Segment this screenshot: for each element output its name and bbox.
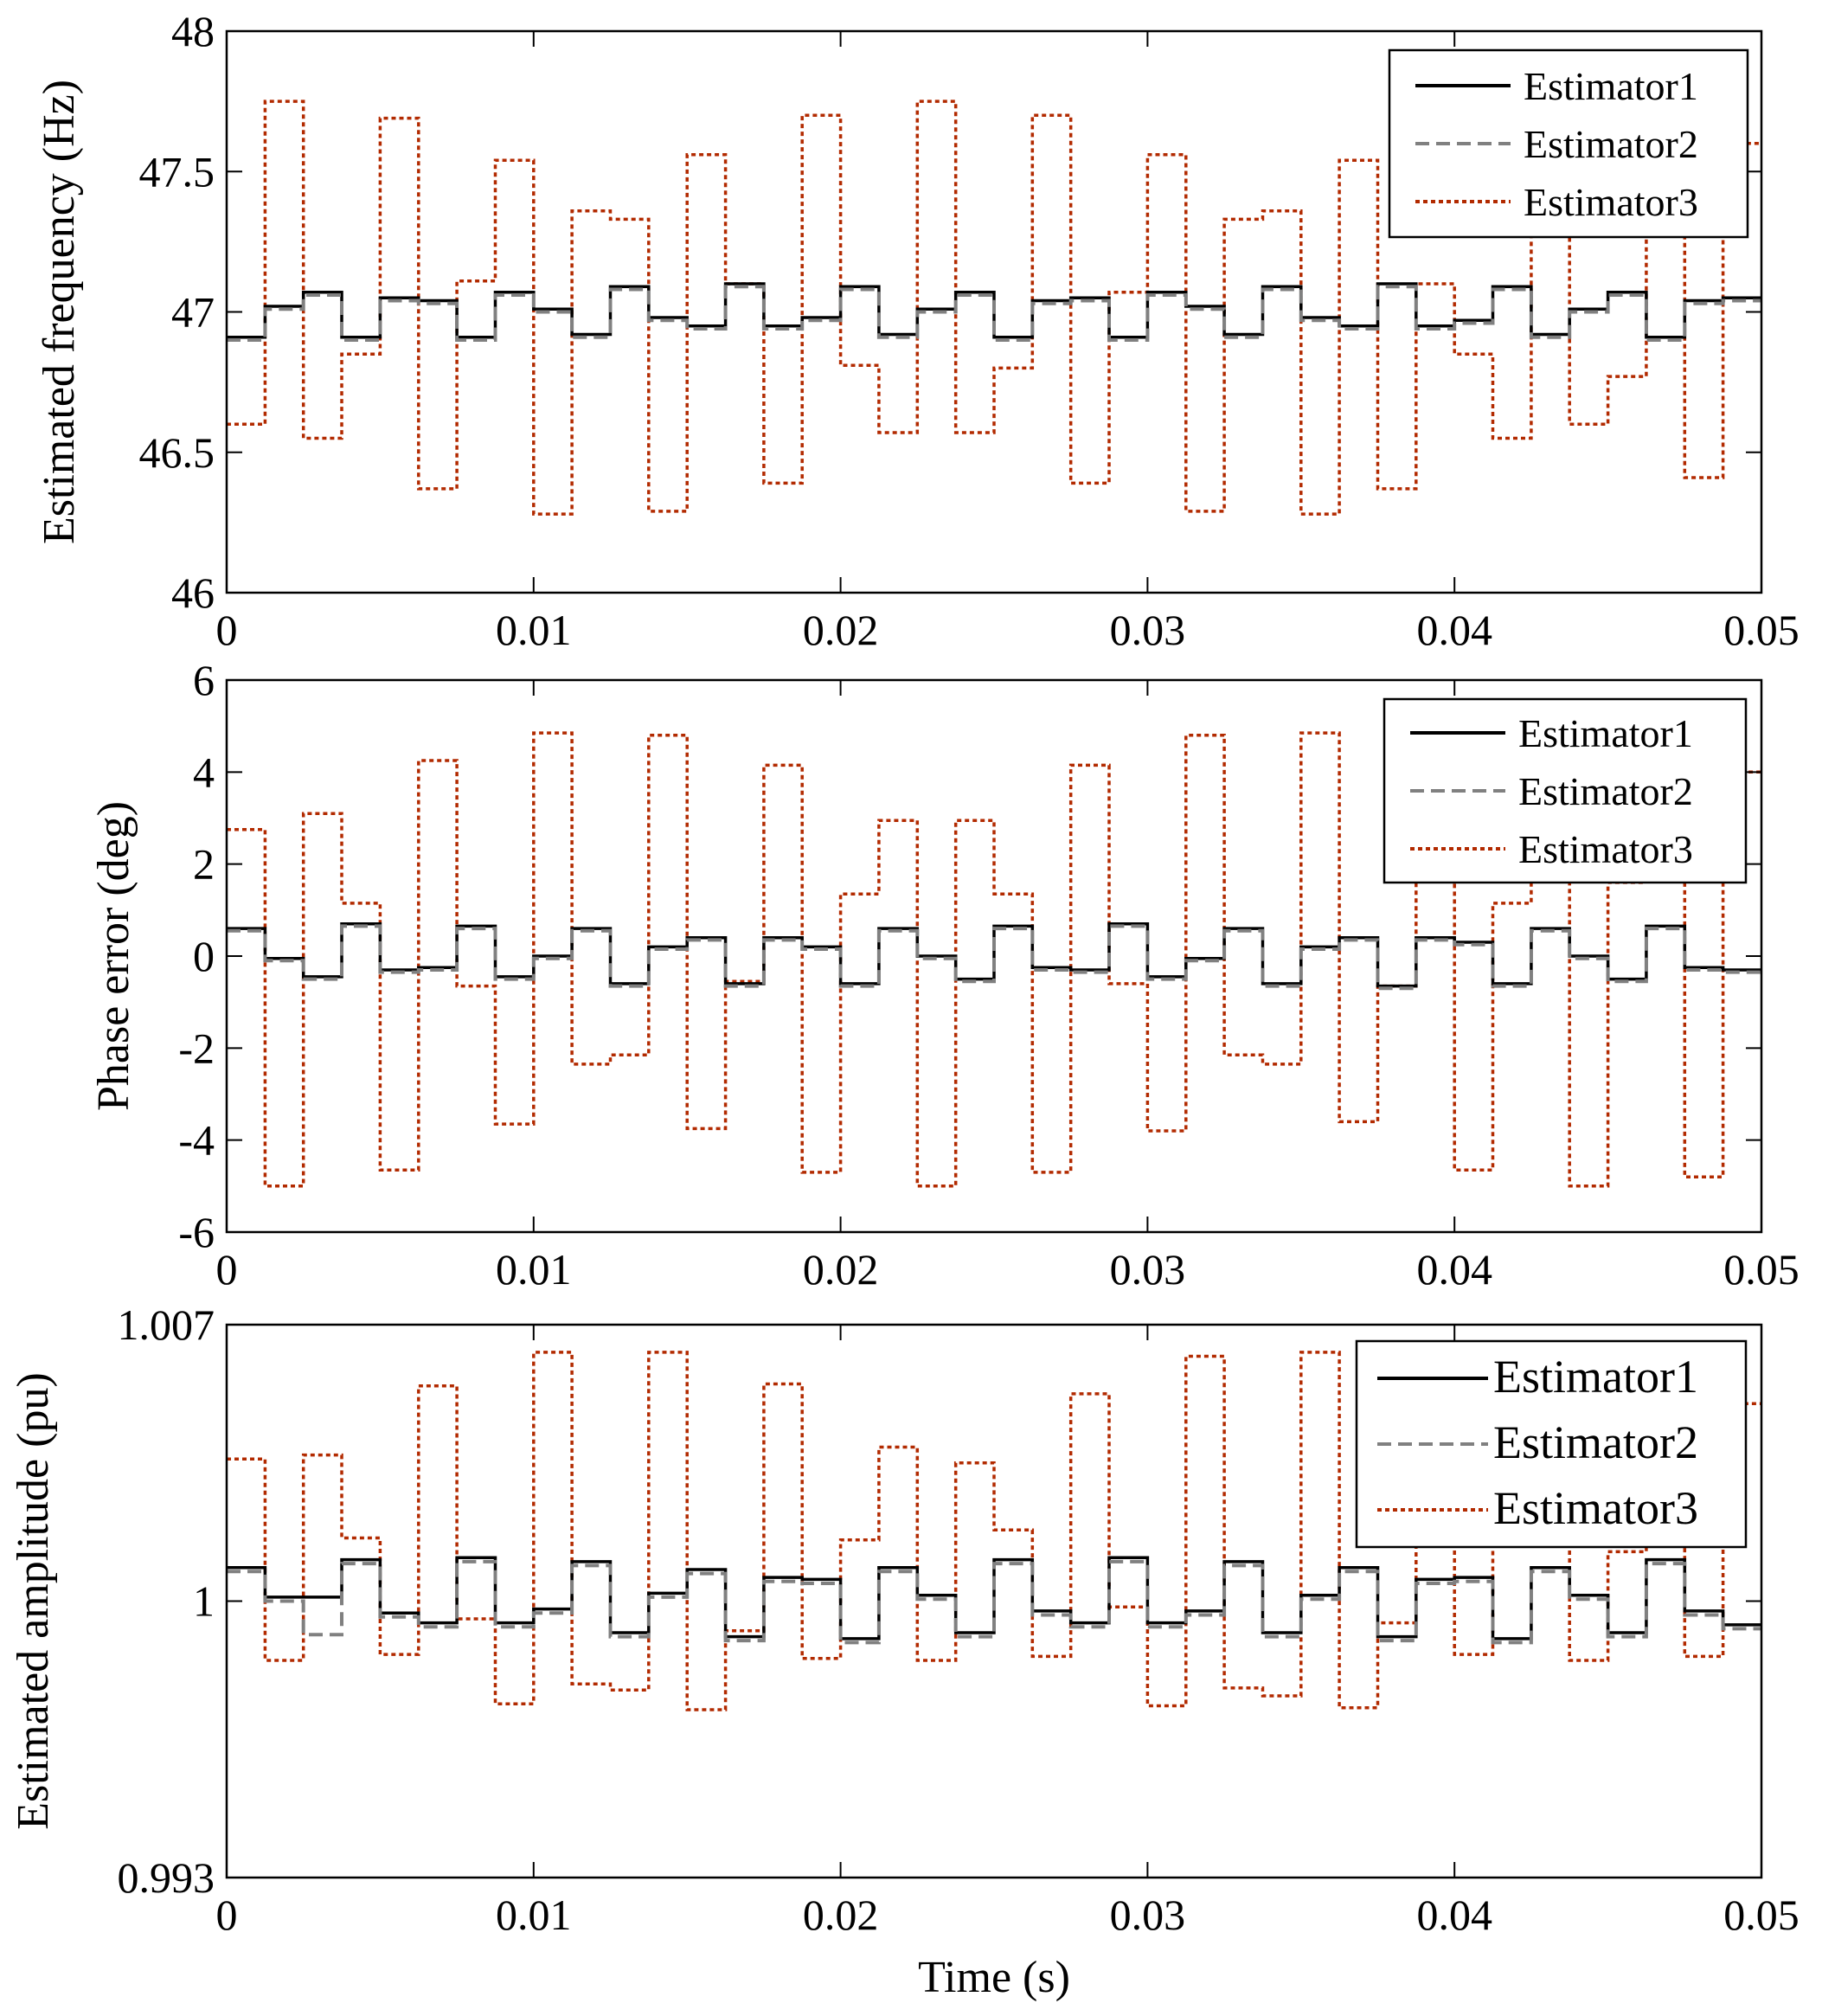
y-tick-label: 47.5 [139,147,215,196]
x-tick-label: 0.03 [1110,1245,1186,1294]
y-tick-label: 47 [171,288,215,337]
legend: Estimator1 Estimator2 Estimator3 [1388,48,1749,239]
y-axis-title: Estimated amplitude (pu) [9,1372,58,1830]
y-tick-label: 0.993 [118,1853,215,1902]
series-line-estimator3 [227,100,1761,516]
legend-label-estimator3: Estimator3 [1524,180,1698,224]
y-tick-label: 46 [171,568,215,617]
chart-panel-3: 0 0.01 0.02 0.03 0.04 0.05 0.993 1 1.007 Estimate… [9,1300,1800,2002]
x-tick-label: 0.05 [1723,1245,1800,1294]
legend-label-estimator2: Estimator2 [1524,122,1698,166]
y-tick-label: -4 [178,1116,215,1165]
legend-label-estimator3: Estimator3 [1518,827,1693,871]
y-tick-label: 1 [193,1577,215,1626]
legend-label-estimator1: Estimator1 [1518,711,1693,755]
legend-label-estimator2: Estimator2 [1518,769,1693,813]
y-tick-label: 0 [193,932,215,980]
x-tick-label: 0.02 [803,1245,879,1294]
x-tick-label: 0.05 [1723,1891,1800,1939]
x-tick-label: 0 [216,1891,238,1939]
series-line-estimator2 [227,1559,1761,1645]
y-axis-title: Phase error (deg) [89,801,138,1111]
series-group [227,731,1761,1188]
x-tick-label: 0.03 [1110,1891,1186,1939]
legend-label-estimator1: Estimator1 [1524,64,1698,108]
x-tick-label: 0.01 [496,606,572,654]
legend-label-estimator1: Estimator1 [1493,1351,1698,1403]
y-axis-title: Estimated frequency (Hz) [35,80,84,544]
y-tick-label: 48 [171,7,215,55]
x-tick-label: 0 [216,1245,238,1294]
x-tick-label: 0.05 [1723,606,1800,654]
x-tick-label: 0.04 [1416,606,1492,654]
chart-panel-2: 0 0.01 0.02 0.03 0.04 0.05 -6 -4 -2 0 2 4 6 Phase err… [89,656,1800,1294]
series-group [227,1351,1761,1711]
legend-label-estimator2: Estimator2 [1493,1416,1698,1468]
y-tick-label: 4 [193,748,215,796]
legend: Estimator1 Estimator2 Estimator3 [1383,697,1748,884]
chart-panel-1: 0 0.01 0.02 0.03 0.04 0.05 46 46.5 47 47.5 48 Estim… [35,7,1800,654]
series-line-estimator2 [227,285,1761,342]
x-tick-label: 0.02 [803,1891,879,1939]
y-tick-label: -2 [178,1024,215,1072]
x-tick-label: 0.01 [496,1245,572,1294]
x-axis-title: Time (s) [918,1953,1070,2002]
legend-label-estimator3: Estimator3 [1493,1482,1698,1534]
x-tick-label: 0 [216,606,238,654]
y-tick-label: 46.5 [139,428,215,477]
x-tick-label: 0.03 [1110,606,1186,654]
x-tick-label: 0.04 [1416,1891,1492,1939]
y-tick-label: 1.007 [118,1300,215,1349]
x-tick-label: 0.04 [1416,1245,1492,1294]
x-tick-label: 0.02 [803,606,879,654]
y-tick-label: 2 [193,840,215,889]
x-tick-label: 0.01 [496,1891,572,1939]
y-tick-label: 6 [193,656,215,704]
series-group [227,100,1761,516]
series-line-estimator2 [227,924,1761,991]
y-tick-label: -6 [178,1208,215,1256]
legend: Estimator1 Estimator2 Estimator3 [1355,1339,1748,1549]
